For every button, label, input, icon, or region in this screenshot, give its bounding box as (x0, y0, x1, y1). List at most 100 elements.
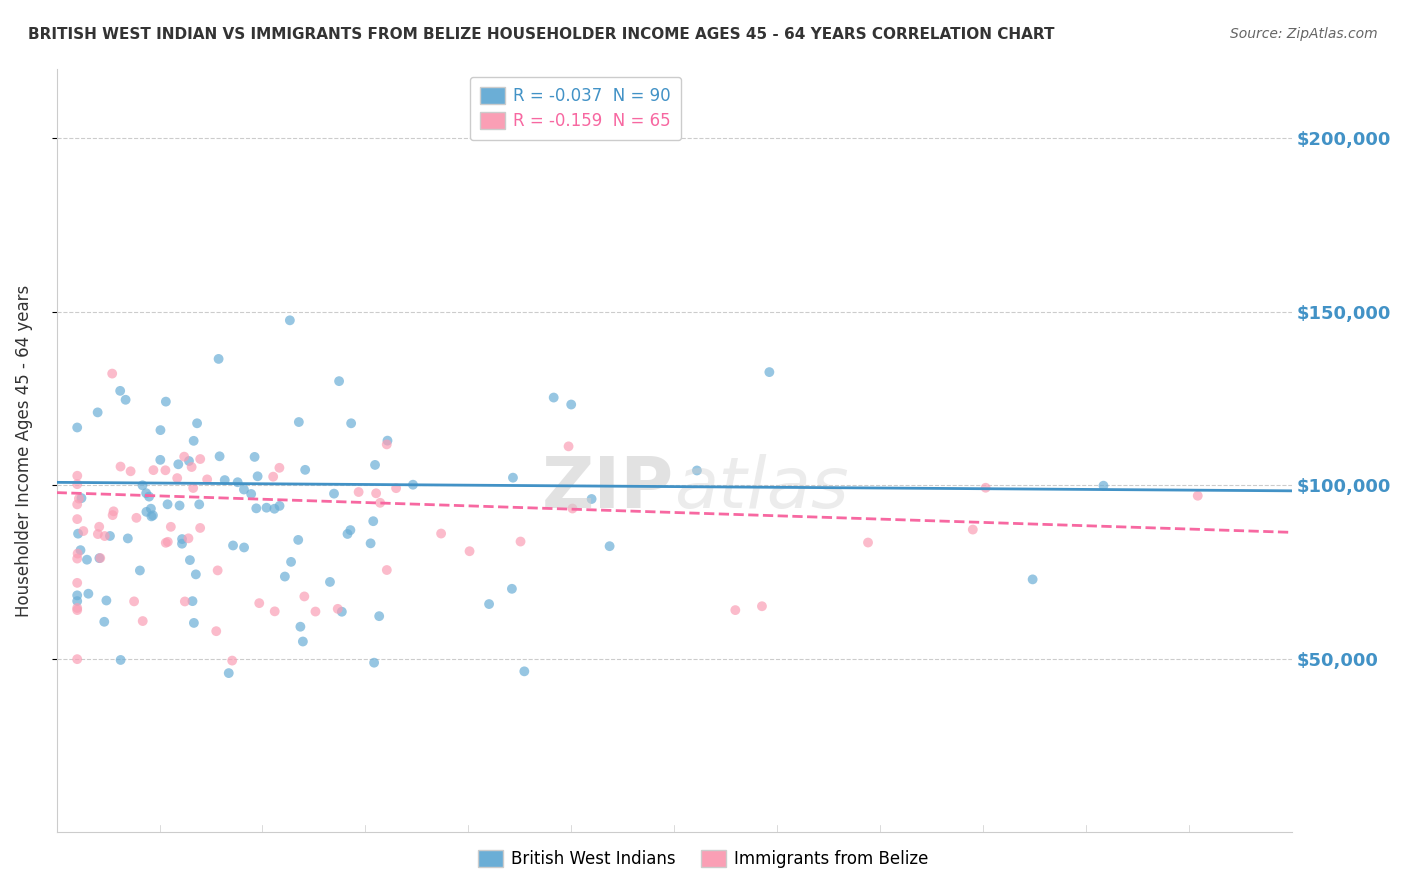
Point (240, 487, 263, 501)
Point (188, 452, 211, 467)
Point (599, 539, 621, 553)
Point (561, 501, 583, 516)
Point (274, 569, 297, 583)
Point (330, 605, 353, 619)
Point (135, 505, 157, 519)
Point (66, 547, 89, 561)
Point (66, 420, 89, 434)
Point (207, 351, 229, 366)
Point (67, 491, 90, 506)
Text: Source: ZipAtlas.com: Source: ZipAtlas.com (1230, 27, 1378, 41)
Point (69, 543, 91, 558)
Point (560, 398, 582, 412)
Point (181, 594, 204, 608)
Point (139, 501, 162, 516)
Point (98, 529, 121, 543)
Point (142, 508, 165, 523)
Point (149, 453, 172, 467)
Point (110, 459, 132, 474)
Point (70, 491, 93, 505)
Point (93, 615, 115, 629)
Point (66, 652, 89, 666)
Point (1187, 489, 1209, 503)
Point (183, 615, 205, 630)
Point (233, 483, 256, 497)
Point (195, 472, 218, 486)
Point (974, 481, 997, 495)
Point (141, 509, 163, 524)
Point (751, 599, 773, 614)
Point (117, 532, 139, 546)
Point (375, 563, 398, 577)
Text: atlas: atlas (675, 454, 849, 523)
Point (128, 564, 150, 578)
Point (288, 415, 311, 429)
Point (962, 523, 984, 537)
Point (581, 491, 603, 506)
Point (184, 567, 207, 582)
Point (155, 463, 177, 477)
Point (66, 497, 89, 511)
Point (120, 464, 142, 478)
Point (66, 477, 89, 491)
Point (319, 574, 342, 589)
Point (179, 553, 201, 567)
Point (377, 434, 399, 448)
Point (501, 582, 523, 596)
Point (280, 555, 302, 569)
Point (458, 544, 481, 558)
Point (138, 490, 160, 504)
Point (326, 602, 349, 616)
Point (122, 594, 145, 608)
Point (114, 392, 136, 407)
Point (170, 532, 193, 546)
Point (89, 551, 111, 566)
Y-axis label: Householder Income Ages 45 - 64 years: Householder Income Ages 45 - 64 years (15, 285, 32, 616)
Point (188, 497, 211, 511)
Point (156, 534, 179, 549)
Point (336, 527, 359, 541)
Point (93, 529, 115, 543)
Point (226, 475, 249, 490)
Point (89, 520, 111, 534)
Point (177, 454, 200, 468)
Point (269, 460, 291, 475)
Point (77, 587, 100, 601)
Point (66, 551, 89, 566)
Point (188, 521, 211, 535)
Point (686, 463, 709, 477)
Point (101, 508, 124, 522)
Point (86, 405, 108, 419)
Point (363, 656, 385, 670)
Point (509, 534, 531, 549)
Point (245, 501, 267, 516)
Text: BRITISH WEST INDIAN VS IMMIGRANTS FROM BELIZE HOUSEHOLDER INCOME AGES 45 - 64 YE: BRITISH WEST INDIAN VS IMMIGRANTS FROM B… (28, 27, 1054, 42)
Point (173, 450, 195, 464)
Point (103, 504, 125, 518)
Point (513, 665, 536, 679)
Point (543, 391, 565, 405)
Point (263, 501, 285, 516)
Point (72, 524, 94, 538)
Point (181, 481, 204, 495)
Point (101, 367, 124, 381)
Point (222, 539, 245, 553)
Point (125, 511, 148, 525)
Point (263, 604, 285, 618)
Point (269, 499, 291, 513)
Point (557, 439, 579, 453)
Point (66, 601, 89, 615)
Point (375, 437, 398, 451)
Legend: British West Indians, Immigrants from Belize: British West Indians, Immigrants from Be… (471, 843, 935, 875)
Point (110, 653, 132, 667)
Text: ZIP: ZIP (541, 454, 675, 523)
Point (131, 478, 153, 492)
Point (278, 313, 301, 327)
Point (173, 594, 195, 608)
Point (856, 535, 879, 549)
Point (155, 394, 177, 409)
Point (758, 365, 780, 379)
Point (233, 541, 256, 555)
Point (502, 471, 524, 485)
Point (724, 603, 747, 617)
